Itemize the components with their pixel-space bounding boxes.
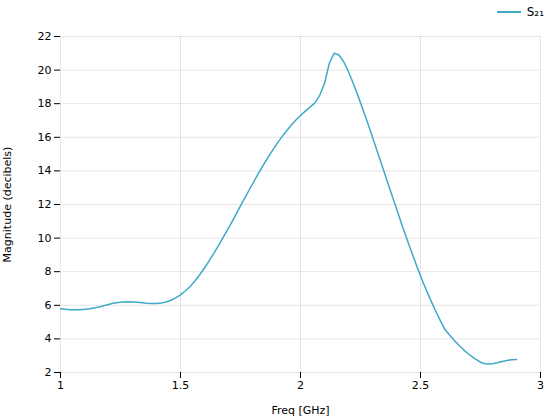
svg-text:2: 2 bbox=[297, 379, 304, 392]
html-text:S₂₁: S₂₁ bbox=[526, 5, 544, 19]
svg-text:1: 1 bbox=[57, 379, 64, 392]
svg-text:1.5: 1.5 bbox=[172, 379, 190, 392]
svg-text:2: 2 bbox=[45, 366, 52, 379]
svg-text:16: 16 bbox=[38, 131, 52, 144]
svg-text:10: 10 bbox=[38, 232, 52, 245]
svg-text:4: 4 bbox=[45, 332, 52, 345]
svg-text:Magnitude (decibels): Magnitude (decibels) bbox=[1, 147, 14, 263]
svg-text:18: 18 bbox=[38, 97, 52, 110]
svg-text:Freq [GHz]: Freq [GHz] bbox=[271, 404, 329, 417]
svg-text:2.5: 2.5 bbox=[412, 379, 430, 392]
svg-text:20: 20 bbox=[38, 64, 52, 77]
svg-text:6: 6 bbox=[45, 299, 52, 312]
svg-text:22: 22 bbox=[38, 30, 52, 43]
svg-text:12: 12 bbox=[38, 198, 52, 211]
svg-text:14: 14 bbox=[38, 164, 52, 177]
svg-text:8: 8 bbox=[45, 265, 52, 278]
svg-text:3: 3 bbox=[537, 379, 544, 392]
